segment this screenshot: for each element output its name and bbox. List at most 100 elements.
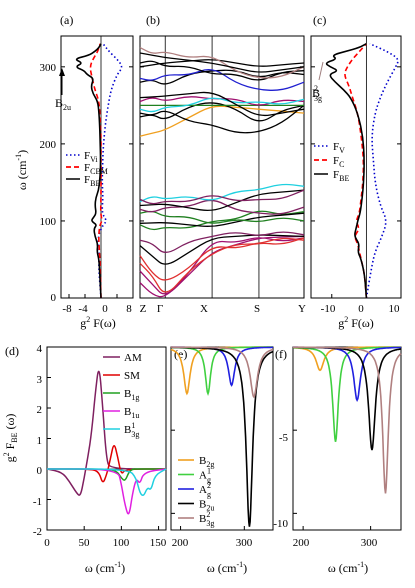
series-f-c: [344, 43, 368, 299]
phonon-branch-26: [139, 52, 305, 73]
xtick-0: 0: [358, 303, 364, 315]
ytick-m5: -5: [279, 432, 289, 444]
series-f-v: [365, 42, 399, 299]
panel-d-xticks: 0 50 100 150: [44, 537, 167, 549]
xtick-m10: -10: [321, 303, 336, 315]
ytick-m10: -10: [273, 518, 288, 530]
ytick-200: 200: [40, 139, 57, 151]
kpoint-s: S: [254, 303, 260, 315]
legend-fv: FV: [333, 141, 345, 155]
kpoint-y: Y: [298, 303, 306, 315]
panel-d-yticks: 4 3 2 1 0 -1 -2: [33, 343, 43, 538]
panel-f-frame: [292, 346, 402, 531]
panel-c-legend: FV FC FBE: [314, 141, 349, 183]
phonon-branch-12: [139, 183, 305, 203]
panel-c-plot: [311, 36, 402, 299]
annotation-b3g: B2 3g: [312, 84, 322, 103]
legend-fbe: FBE: [84, 174, 100, 188]
series-5: [293, 346, 402, 494]
panel-b-kpoints: Z Γ X S Y: [140, 303, 306, 315]
xtick-m8: -8: [62, 303, 72, 315]
series-f-be: [325, 42, 368, 299]
panel-f-xlabel: ω (cm-1): [328, 560, 368, 575]
legend-entry: A2 g: [199, 481, 211, 499]
xtick-300: 300: [236, 537, 253, 549]
panel-b-plot: [139, 36, 305, 299]
kpoint-gamma: Γ: [157, 303, 163, 315]
panel-d-label: (d): [5, 344, 19, 358]
series-f-vi: [97, 43, 123, 299]
legend-entry: B1u: [124, 406, 139, 420]
panel-c: (c) -10 0 10 g2 F(ω) B2 3g FV FC FBE: [310, 13, 402, 330]
xtick-200: 200: [172, 537, 189, 549]
ytick-2: 2: [37, 404, 43, 416]
panel-f: (f) -5 -10 200 300 ω (cm-1): [273, 346, 402, 575]
panel-b: (b) Z Γ X S Y: [139, 13, 306, 315]
ytick-m1: -1: [33, 496, 42, 508]
phonon-branch-14: [139, 105, 305, 137]
panel-a-legend: FVi FCBM FBE: [66, 150, 108, 188]
panel-a-plot: [61, 36, 134, 299]
phonon-branch-11: [139, 189, 305, 212]
phonon-branch-13: [139, 189, 305, 205]
panel-e-xticks: 200 300: [172, 537, 253, 549]
phonon-branch-4: [139, 237, 305, 281]
phonon-branch-20: [139, 91, 305, 117]
panel-a-yticks: 0 100 200 300: [40, 62, 57, 304]
panel-a-xticks: -8 -4 0 8: [62, 303, 132, 315]
legend-fcbm: FCBM: [84, 162, 108, 176]
xtick-50: 50: [79, 537, 91, 549]
phonon-branch-18: [139, 96, 305, 106]
ytick-4: 4: [37, 343, 43, 355]
xtick-0: 0: [44, 537, 50, 549]
panel-d-plot: [46, 346, 167, 531]
panel-c-label: (c): [313, 13, 326, 27]
xtick-8: 8: [126, 303, 132, 315]
kpoint-x: X: [200, 303, 208, 315]
series-4: [47, 468, 167, 515]
panel-a-ylabel: ω (cm-1): [14, 150, 29, 190]
annotation-b3g-arrow: [318, 61, 324, 81]
legend-fvi: FVi: [84, 150, 98, 164]
panel-d: (d) 4 3 2 1 0 -1 -2 0 50 100 150 g2 FBE …: [2, 343, 167, 575]
series-5: [47, 468, 167, 497]
panel-d-xlabel: ω (cm-1): [85, 560, 125, 575]
xtick-m4: -4: [78, 303, 88, 315]
legend-fc: FC: [333, 155, 344, 169]
panel-b-frame: [139, 35, 305, 299]
panel-f-xticks: 200 300: [293, 537, 378, 549]
xtick-10: 10: [389, 303, 401, 315]
panel-a: (a) 0 100 200 300 -8 -4 0 8 ω (cm-1) g2 …: [14, 13, 134, 330]
panel-d-ylabel: g2 FBE (ω): [2, 414, 19, 463]
ytick-m2: -2: [33, 526, 42, 538]
panel-a-frame: [60, 35, 134, 299]
ytick-0: 0: [37, 465, 43, 477]
legend-entry: B1g: [124, 388, 139, 402]
kpoint-z: Z: [140, 303, 147, 315]
xtick-150: 150: [150, 537, 167, 549]
phonon-branch-19: [139, 97, 305, 113]
panel-e-xlabel: ω (cm-1): [207, 560, 247, 575]
xtick-200: 200: [293, 537, 310, 549]
panel-c-frame: [310, 35, 402, 299]
phonon-branch-10: [139, 199, 305, 215]
panel-c-xlabel: g2 F(ω): [338, 315, 374, 330]
panel-f-label: (f): [275, 347, 287, 361]
phonon-branch-6: [139, 231, 305, 253]
legend-entry: B2u: [199, 499, 214, 513]
ytick-300: 300: [40, 62, 57, 74]
series-1: [293, 346, 401, 372]
phonon-branch-22: [139, 68, 305, 91]
legend-entry: SM: [124, 370, 140, 382]
xtick-300: 300: [361, 537, 378, 549]
phonon-branch-7: [139, 210, 305, 231]
phonon-branch-3: [139, 237, 305, 293]
phonon-branch-8: [139, 212, 305, 227]
legend-entry: B2 3g: [199, 510, 214, 528]
panel-f-yticks: -5 -10: [273, 432, 288, 530]
legend-fbe-c: FBE: [333, 169, 349, 183]
ytick-0: 0: [51, 292, 57, 304]
